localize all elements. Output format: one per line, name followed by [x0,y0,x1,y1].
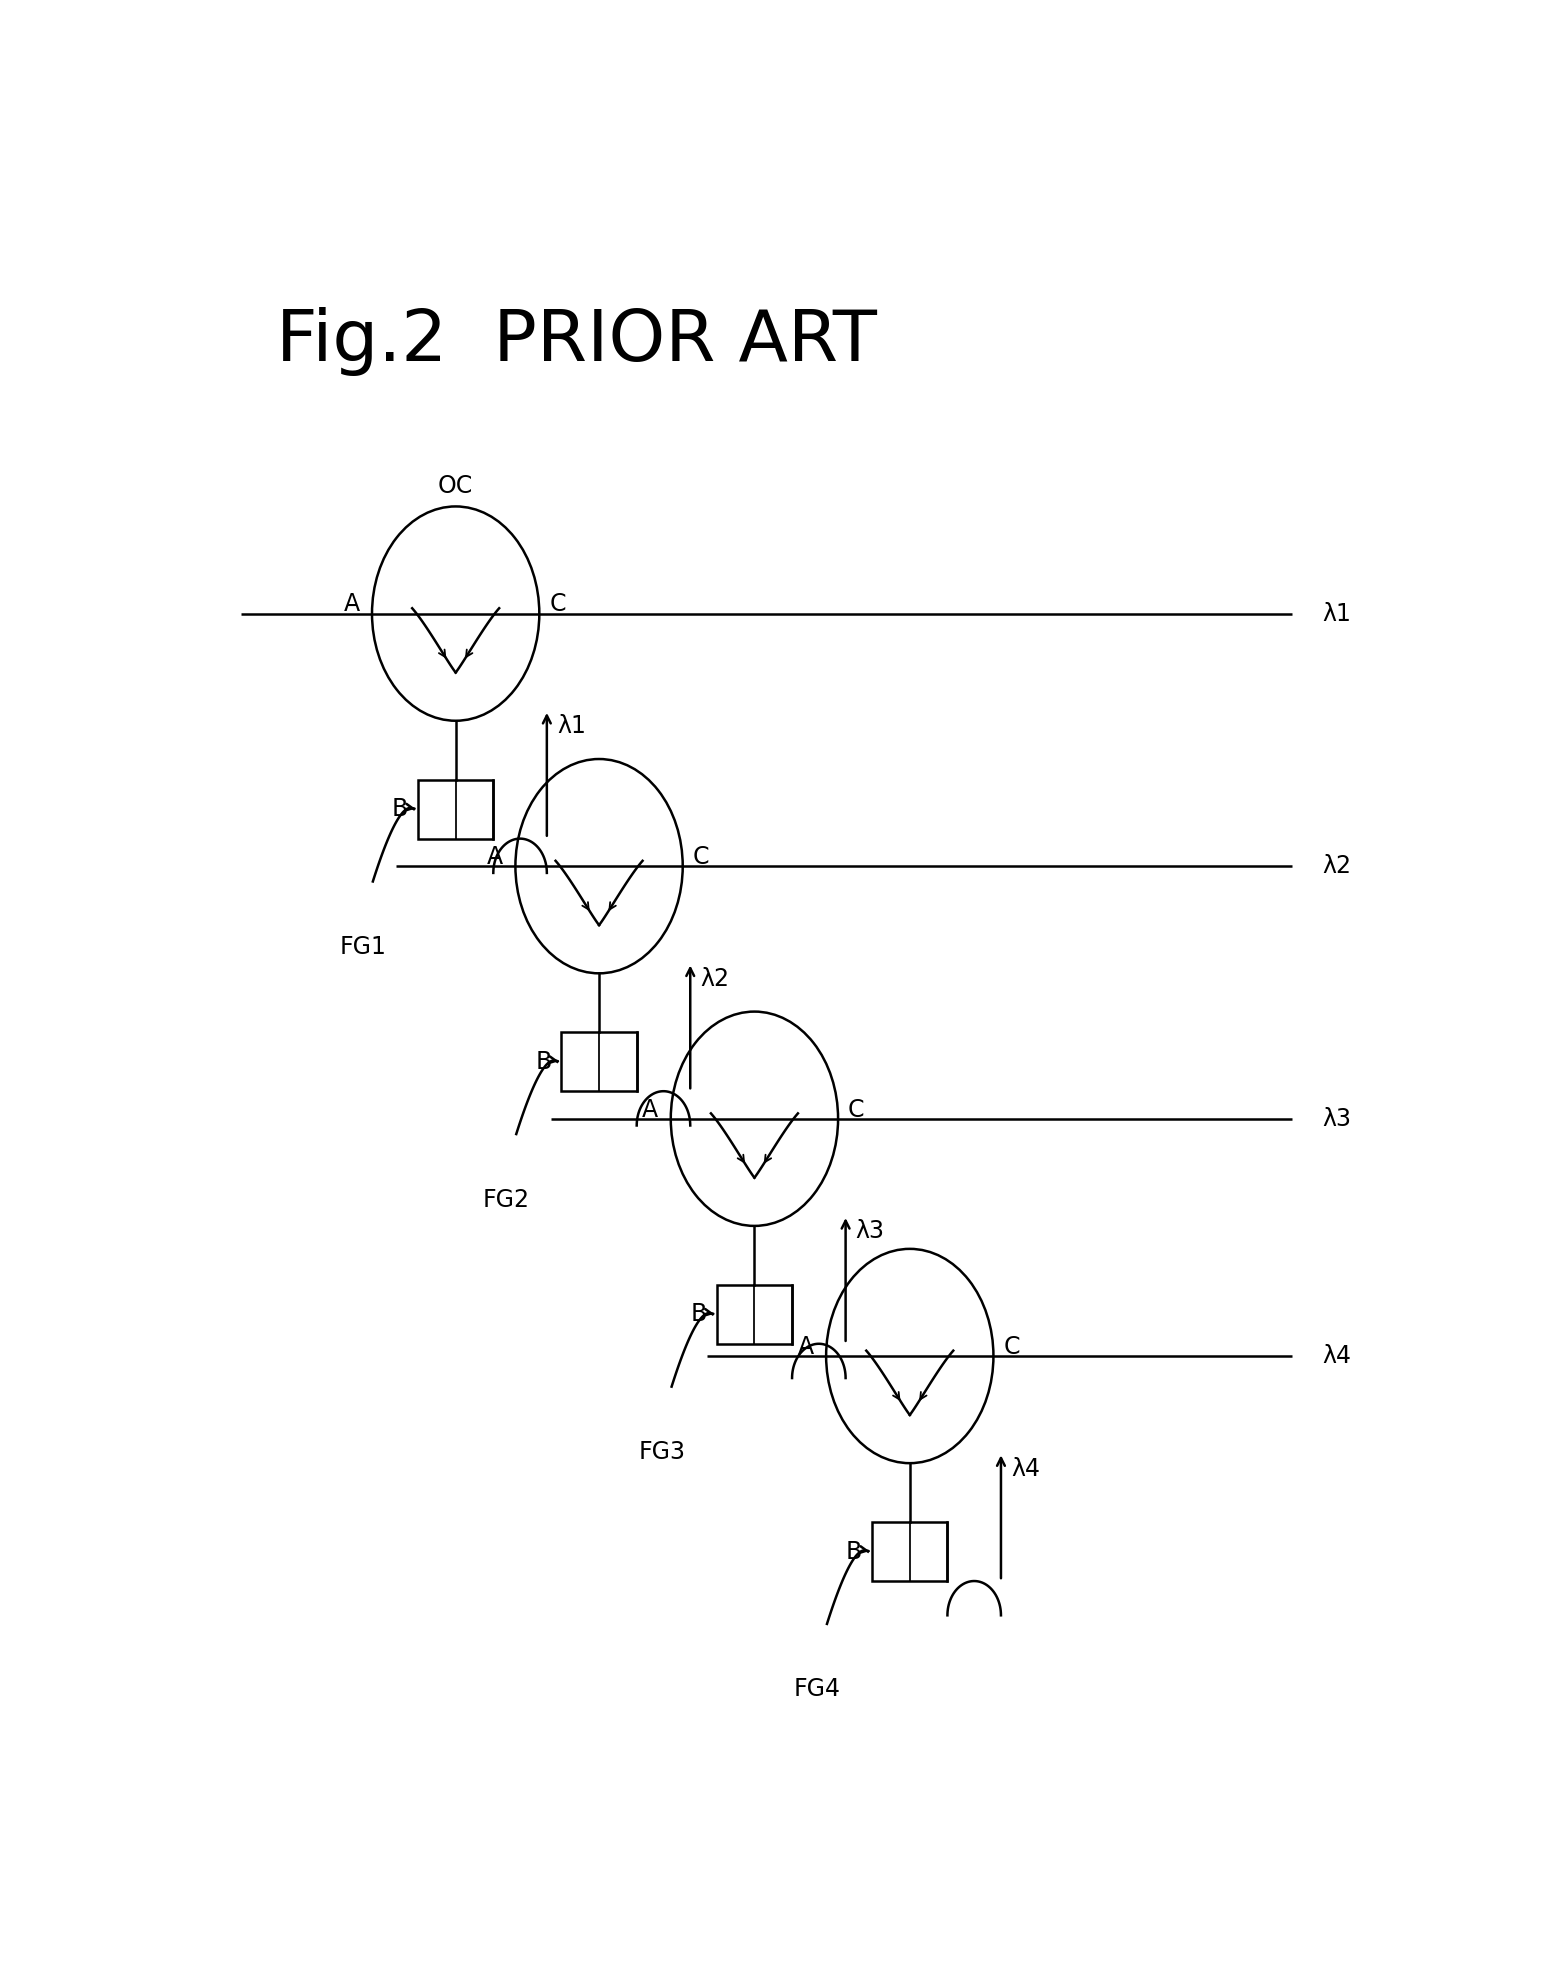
Text: λ4: λ4 [1321,1344,1351,1368]
Text: FG4: FG4 [794,1678,840,1702]
Text: A: A [641,1097,658,1121]
Text: FG1: FG1 [339,934,387,958]
Text: λ1: λ1 [1321,602,1351,626]
Text: OC: OC [438,473,473,497]
Bar [873,1523,947,1580]
Text: FG2: FG2 [483,1187,530,1211]
Bar [418,779,493,839]
Text: A: A [344,592,359,616]
Text: B: B [535,1050,552,1074]
Text: Fig.2  PRIOR ART: Fig.2 PRIOR ART [276,308,877,376]
Text: λ3: λ3 [856,1219,885,1242]
Text: A: A [797,1334,814,1360]
Text: C: C [549,592,566,616]
Text: B: B [392,797,409,821]
Text: B: B [691,1302,706,1326]
Text: C: C [1004,1334,1019,1360]
Text: C: C [692,845,709,869]
Text: λ2: λ2 [700,966,729,990]
Text: C: C [848,1097,865,1121]
Text: λ1: λ1 [557,714,586,738]
Text: λ4: λ4 [1012,1457,1039,1481]
Text: A: A [487,845,503,869]
Text: FG3: FG3 [638,1439,685,1465]
Text: B: B [847,1539,862,1565]
Text: λ2: λ2 [1321,855,1351,879]
Bar [717,1284,793,1344]
Bar [561,1032,637,1091]
Text: λ3: λ3 [1321,1107,1351,1131]
